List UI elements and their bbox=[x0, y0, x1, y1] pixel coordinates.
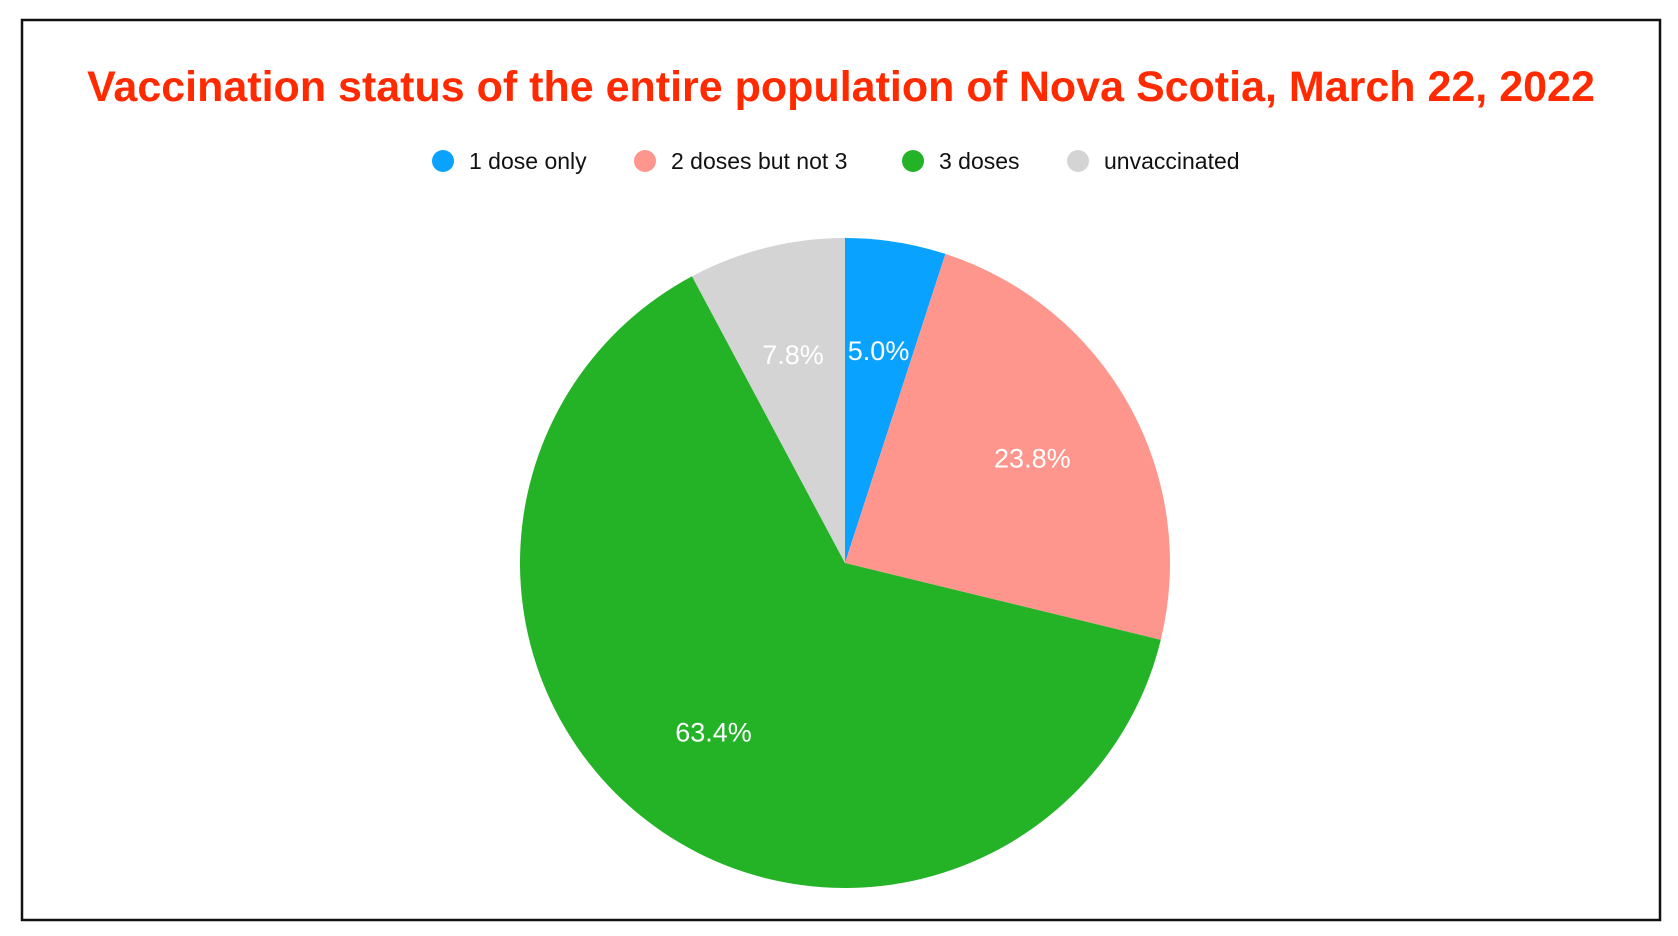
legend-item[interactable]: 3 doses bbox=[902, 148, 1020, 174]
legend-marker bbox=[432, 150, 454, 172]
legend-label: 3 doses bbox=[939, 148, 1020, 174]
pie-slice-2-doses-but-not-3 bbox=[845, 253, 1170, 640]
legend-item[interactable]: unvaccinated bbox=[1067, 148, 1240, 174]
legend-marker bbox=[1067, 150, 1089, 172]
pie-slices bbox=[519, 238, 1170, 888]
pie-slice-unvaccinated bbox=[692, 238, 845, 563]
legend-item[interactable]: 1 dose only bbox=[432, 148, 587, 174]
legend-item[interactable]: 2 doses but not 3 bbox=[634, 148, 847, 174]
slice-value-label: 5.0% bbox=[848, 336, 910, 366]
legend-label: 1 dose only bbox=[469, 148, 587, 174]
slice-value-label: 7.8% bbox=[762, 340, 824, 370]
chart-title: Vaccination status of the entire populat… bbox=[87, 63, 1595, 111]
legend-marker bbox=[902, 150, 924, 172]
legend-label: 2 doses but not 3 bbox=[671, 148, 847, 174]
pie-slice-3-doses bbox=[519, 276, 1161, 888]
pie-labels: 5.0% 23.8% 63.4% 7.8% bbox=[675, 336, 1070, 747]
legend-label: unvaccinated bbox=[1104, 148, 1240, 174]
legend: 1 dose only 2 doses but not 3 3 doses unvac… bbox=[432, 148, 1240, 174]
slice-value-label: 63.4% bbox=[675, 717, 752, 747]
pie-slice-1-dose-only bbox=[845, 238, 946, 563]
legend-marker bbox=[634, 150, 656, 172]
slice-value-label: 23.8% bbox=[994, 443, 1071, 473]
